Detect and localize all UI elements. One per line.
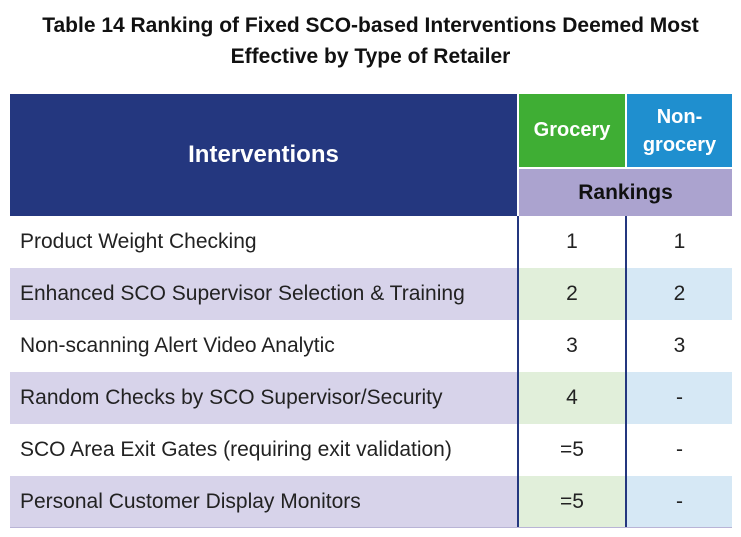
- grocery-rank-cell: 1: [566, 230, 578, 253]
- grocery-rank-cell: 4: [517, 372, 627, 424]
- intervention-cell: SCO Area Exit Gates (requiring exit vali…: [20, 438, 452, 461]
- intervention-cell: Enhanced SCO Supervisor Selection & Trai…: [10, 268, 517, 320]
- header-nongrocery: Non- grocery: [627, 94, 732, 167]
- column-divider-nongrocery: [625, 216, 627, 528]
- grocery-rank-cell: =5: [560, 438, 584, 461]
- header-interventions: Interventions: [10, 94, 517, 216]
- nongrocery-rank-cell: 2: [627, 268, 732, 320]
- intervention-cell: Personal Customer Display Monitors: [10, 476, 517, 528]
- grocery-rank-cell: 3: [566, 334, 578, 357]
- header-rankings: Rankings: [519, 169, 732, 216]
- nongrocery-rank-cell: -: [627, 372, 732, 424]
- nongrocery-rank-cell: 1: [673, 230, 686, 253]
- table-row: SCO Area Exit Gates (requiring exit vali…: [10, 424, 732, 476]
- grocery-rank-cell: =5: [517, 476, 627, 528]
- grocery-rank-cell: 2: [517, 268, 627, 320]
- table-title-line-2: Effective by Type of Retailer: [230, 45, 511, 68]
- table-header: Interventions Grocery Non- grocery Ranki…: [10, 94, 732, 216]
- nongrocery-rank-cell: 3: [673, 334, 686, 357]
- table-title: Table 14 Ranking of Fixed SCO-based Inte…: [0, 0, 741, 76]
- intervention-cell: Product Weight Checking: [20, 230, 257, 253]
- table-row: Personal Customer Display Monitors =5 -: [10, 476, 732, 528]
- intervention-cell: Non-scanning Alert Video Analytic: [20, 334, 335, 357]
- header-nongrocery-line-2: grocery: [642, 133, 717, 156]
- table-title-line-1: Table 14 Ranking of Fixed SCO-based Inte…: [42, 14, 699, 37]
- table-row: Product Weight Checking 1 1: [10, 216, 732, 268]
- table-row: Enhanced SCO Supervisor Selection & Trai…: [10, 268, 732, 320]
- intervention-cell: Random Checks by SCO Supervisor/Security: [10, 372, 517, 424]
- table-row: Random Checks by SCO Supervisor/Security…: [10, 372, 732, 424]
- header-grocery: Grocery: [519, 94, 625, 167]
- nongrocery-rank-cell: -: [627, 476, 732, 528]
- table-bottom-rule: [10, 527, 732, 528]
- table-row: Non-scanning Alert Video Analytic 3 3: [10, 320, 732, 372]
- nongrocery-rank-cell: -: [676, 438, 683, 461]
- rankings-table: Interventions Grocery Non- grocery Ranki…: [10, 94, 732, 528]
- header-nongrocery-line-1: Non-: [656, 105, 703, 128]
- column-divider-grocery: [517, 216, 519, 528]
